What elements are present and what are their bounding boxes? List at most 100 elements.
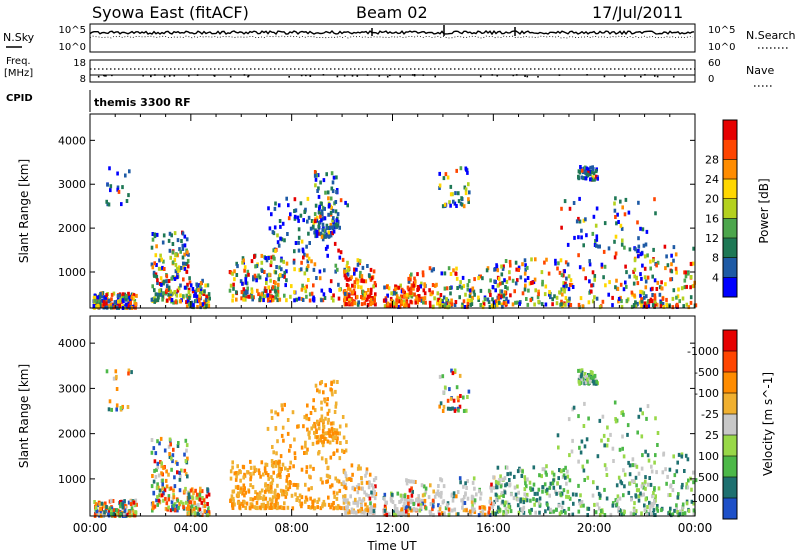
velocity-cell: [398, 500, 401, 504]
velocity-colorbar-tick-label: -500: [694, 366, 719, 379]
velocity-cell: [316, 505, 319, 510]
velocity-cell: [152, 479, 156, 484]
velocity-cell: [340, 506, 343, 511]
power-cell: [94, 304, 98, 309]
power-cell: [495, 303, 499, 308]
power-cell: [407, 276, 410, 281]
velocity-cell: [305, 450, 308, 455]
velocity-cell: [580, 377, 583, 382]
velocity-cell: [463, 495, 466, 499]
power-cell: [403, 294, 406, 298]
velocity-cell: [424, 490, 428, 495]
power-cell: [161, 294, 164, 299]
velocity-cell: [394, 508, 397, 513]
power-cell: [660, 280, 663, 285]
power-cell: [244, 280, 248, 285]
power-cell: [183, 243, 187, 248]
power-cell: [614, 215, 617, 219]
power-cell: [366, 294, 370, 299]
power-cell: [633, 258, 637, 263]
power-cell: [289, 294, 292, 299]
velocity-cell: [568, 453, 571, 458]
velocity-cell: [342, 480, 345, 485]
power-cell: [383, 285, 386, 290]
velocity-cell: [562, 468, 566, 473]
power-cell: [525, 297, 528, 301]
velocity-cell: [327, 408, 331, 413]
velocity-cell: [390, 498, 393, 503]
velocity-cell: [242, 465, 246, 470]
velocity-cell: [272, 470, 275, 475]
power-cell: [286, 232, 289, 236]
power-cell: [275, 292, 279, 297]
velocity-cell: [605, 496, 609, 501]
power-cell: [564, 281, 567, 286]
velocity-cell: [650, 469, 654, 474]
power-cell: [653, 197, 656, 202]
power-cell: [124, 296, 127, 301]
velocity-cell: [571, 492, 575, 497]
power-cell: [622, 287, 626, 292]
velocity-cell: [483, 505, 486, 510]
power-cell: [105, 293, 108, 298]
power-cell: [178, 247, 181, 252]
power-cell: [109, 302, 113, 307]
velocity-cell: [369, 508, 373, 513]
velocity-cell: [367, 510, 370, 515]
power-cell: [603, 264, 607, 269]
velocity-cell: [637, 471, 641, 476]
velocity-cell: [249, 483, 252, 488]
velocity-cell: [151, 474, 154, 478]
power-cell: [659, 304, 663, 309]
velocity-cell: [417, 502, 420, 507]
power-cell: [302, 218, 305, 223]
velocity-cell: [263, 469, 267, 473]
power-cell: [467, 200, 470, 204]
velocity-cell: [192, 491, 195, 496]
velocity-cell: [410, 493, 414, 498]
power-cell: [409, 286, 413, 291]
velocity-cell: [110, 506, 114, 511]
velocity-cell: [558, 468, 561, 472]
velocity-cell: [324, 458, 328, 463]
freq-dot: [639, 75, 642, 78]
power-cell: [584, 165, 587, 170]
velocity-cell: [284, 466, 287, 471]
velocity-cell: [342, 435, 346, 440]
velocity-cell: [606, 425, 609, 430]
power-cell: [278, 219, 282, 223]
velocity-cell: [235, 471, 238, 475]
velocity-cell: [192, 507, 196, 512]
velocity-cell: [525, 498, 529, 503]
power-cell: [207, 292, 211, 297]
power-cell: [329, 225, 332, 230]
power-cell: [355, 294, 359, 299]
power-cell: [313, 230, 316, 235]
power-cell: [516, 278, 519, 283]
power-cell: [281, 273, 284, 278]
velocity-cell: [271, 495, 275, 500]
velocity-cell: [500, 491, 504, 496]
velocity-cell: [300, 504, 303, 509]
velocity-cell: [403, 512, 406, 517]
power-cell: [175, 266, 179, 271]
power-cell: [359, 270, 362, 275]
power-cell: [337, 248, 340, 253]
power-cell: [392, 301, 396, 306]
velocity-cell: [465, 486, 468, 490]
power-cell: [326, 253, 329, 258]
velocity-cell: [332, 506, 335, 511]
velocity-cell: [272, 450, 275, 455]
velocity-cell: [266, 504, 270, 509]
power-cell: [473, 277, 476, 282]
freq-unit-label: [MHz]: [4, 68, 33, 79]
power-cell: [321, 205, 325, 210]
power-cell: [117, 189, 121, 194]
velocity-cell: [321, 502, 325, 507]
power-cell: [636, 281, 640, 286]
power-colorbar-tick-label: 4: [712, 271, 719, 284]
velocity-cell: [325, 460, 328, 465]
power-cell: [263, 294, 267, 299]
velocity-cell: [367, 493, 370, 498]
velocity-cell: [232, 489, 236, 494]
